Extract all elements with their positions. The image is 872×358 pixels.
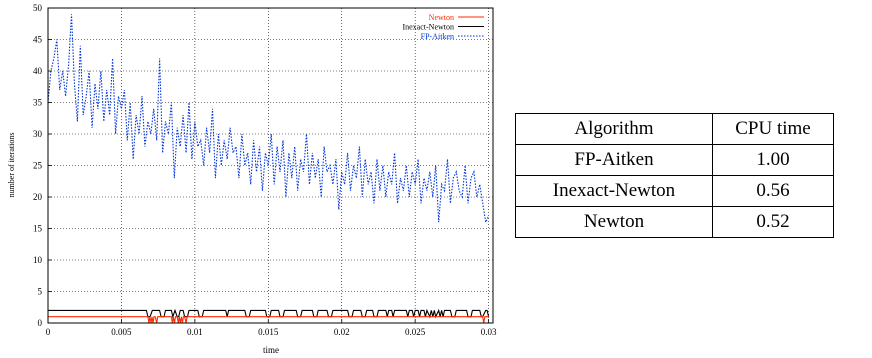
x-tick-label: 0.025 (405, 327, 426, 337)
y-tick-label: 50 (33, 3, 43, 13)
y-tick-label: 25 (33, 161, 43, 171)
newton-series-line (48, 316, 489, 324)
y-tick-label: 0 (38, 318, 43, 328)
legend-label: Inexact-Newton (402, 23, 454, 32)
legend-label: Newton (429, 13, 454, 22)
grid-lines (48, 8, 493, 323)
x-tick-label: 0.005 (111, 327, 132, 337)
x-tick-label: 0.02 (334, 327, 350, 337)
cpu-time-table: Algorithm CPU time FP-Aitken 1.00 Inexac… (515, 113, 834, 238)
y-tick-label: 5 (38, 287, 43, 297)
x-tick-label: 0 (46, 327, 51, 337)
algorithm-cell: Inexact-Newton (515, 175, 713, 207)
fp-aitken-series-line (47, 14, 490, 225)
x-tick-label: 0.01 (187, 327, 203, 337)
table-row: FP-Aitken 1.00 (515, 144, 834, 176)
y-tick-label: 35 (33, 98, 43, 108)
cpu-time-cell: 0.52 (712, 206, 834, 238)
x-tick-label: 0.015 (258, 327, 279, 337)
axis-ticks: 0 0.005 0.01 0.015 0.02 0.025 0.03 0 5 10 15 20 25 30… (33, 3, 497, 337)
y-tick-label: 20 (33, 192, 43, 202)
table-row: Inexact-Newton 0.56 (515, 175, 834, 207)
inexact-newton-series-line (48, 308, 490, 319)
y-tick-label: 45 (33, 35, 43, 45)
cpu-time-cell: 0.56 (712, 175, 834, 207)
iterations-line-chart: 0 0.005 0.01 0.015 0.02 0.025 0.03 0 5 10 15 20 25 30… (7, 3, 497, 355)
series-lines (47, 14, 490, 324)
cpu-time-column-header: CPU time (712, 113, 834, 145)
y-tick-label: 10 (33, 255, 43, 265)
table-header-row: Algorithm CPU time (515, 113, 834, 145)
y-tick-label: 15 (33, 224, 43, 234)
cpu-time-cell: 1.00 (712, 144, 834, 176)
table-row: Newton 0.52 (515, 206, 834, 238)
y-axis-label: number of iterations (7, 133, 16, 198)
x-tick-label: 0.03 (481, 327, 497, 337)
y-tick-label: 30 (33, 129, 43, 139)
x-axis-label: time (263, 345, 279, 355)
y-tick-label: 40 (33, 66, 43, 76)
algorithm-column-header: Algorithm (515, 113, 713, 145)
algorithm-cell: FP-Aitken (515, 144, 713, 176)
algorithm-cell: Newton (515, 206, 713, 238)
legend-label: FP-Aitken (421, 32, 454, 41)
